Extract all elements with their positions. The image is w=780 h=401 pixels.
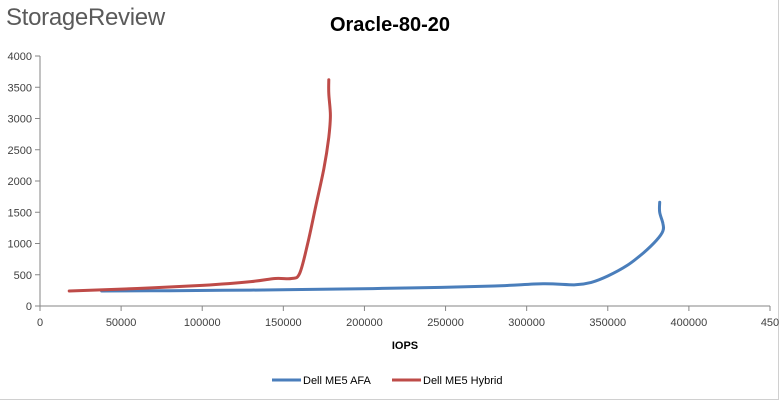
axes	[39, 56, 770, 307]
y-tick-label: 3000	[8, 114, 32, 126]
x-tick-label: 350000	[589, 317, 626, 329]
y-tick-label: 500	[14, 270, 32, 282]
y-tick-label: 1000	[8, 239, 32, 251]
x-tick-label: 400000	[671, 317, 708, 329]
x-tick-label: 0	[37, 317, 43, 329]
x-axis-ticks: 0 50000 100000 150000 200000 250000 300000 3500…	[37, 306, 779, 329]
series-line-2	[67, 78, 332, 293]
legend-label: Dell ME5 AFA	[303, 375, 372, 387]
legend: Dell ME5 AFA Dell ME5 Hybrid	[272, 375, 502, 387]
legend-label: Dell ME5 Hybrid	[423, 375, 502, 387]
y-tick-label: 3500	[8, 82, 32, 94]
y-tick-label: 0	[26, 301, 32, 313]
x-tick-label: 250000	[427, 317, 464, 329]
x-tick-label: 100000	[184, 317, 221, 329]
y-tick-label: 2500	[8, 145, 32, 157]
x-axis-title: IOPS	[392, 340, 418, 352]
y-tick-label: 2000	[8, 176, 32, 188]
chart-title: Oracle-80-20	[329, 14, 451, 36]
series-line-1	[100, 200, 666, 293]
x-tick-label: 150000	[265, 317, 302, 329]
x-tick-label: 50000	[106, 317, 137, 329]
brand-logo: StorageReview	[6, 4, 165, 31]
x-tick-label: 200000	[346, 317, 383, 329]
y-axis-ticks: 0 500 1000 1500 2000 2500 3000 3500 4000	[8, 51, 40, 313]
x-tick-label: 300000	[508, 317, 545, 329]
series-lines	[67, 78, 666, 293]
y-tick-label: 1500	[8, 207, 32, 219]
y-tick-label: 4000	[8, 51, 32, 63]
x-tick-label: 450	[761, 317, 779, 329]
